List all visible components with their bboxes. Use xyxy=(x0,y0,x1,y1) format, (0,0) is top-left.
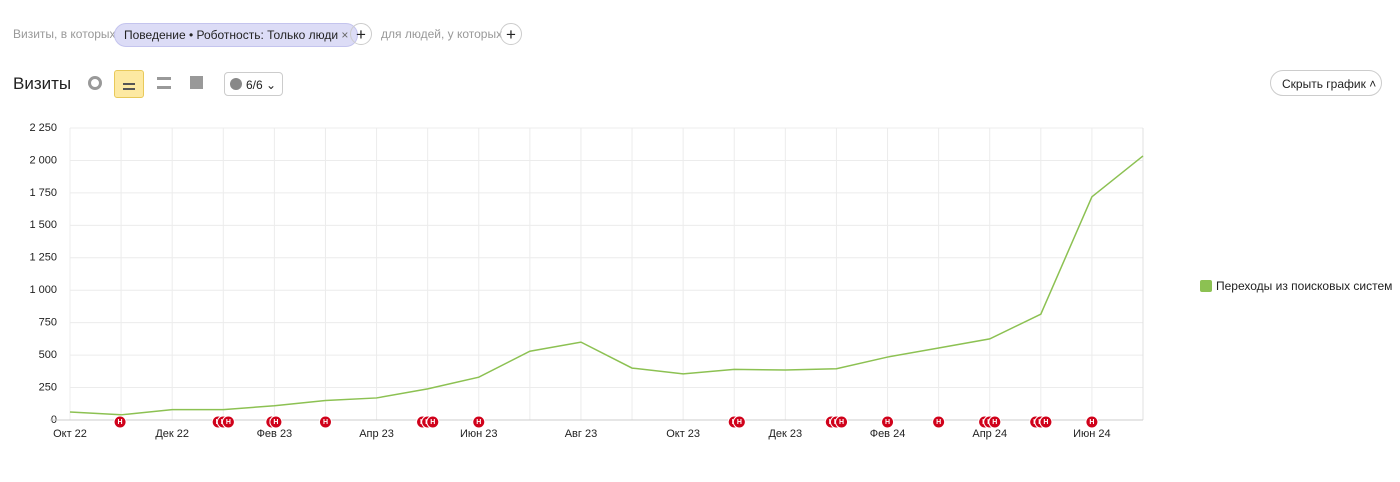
note-label: Н xyxy=(992,419,997,426)
x-tick-label: Фев 24 xyxy=(870,428,906,440)
y-tick-label: 2 000 xyxy=(29,154,57,166)
note-circle xyxy=(732,415,746,429)
x-tick-label: Авг 23 xyxy=(565,428,597,440)
notes-counter: 6/6 xyxy=(246,78,263,92)
note-marker[interactable]: Н xyxy=(881,415,895,429)
x-tick-label: Апр 24 xyxy=(972,428,1007,440)
series-line xyxy=(69,155,1144,416)
x-tick-label: Июн 24 xyxy=(1073,428,1111,440)
y-tick-label: 250 xyxy=(39,381,57,393)
note-marker[interactable]: Н xyxy=(1085,415,1099,429)
section-title: Визиты xyxy=(13,74,72,93)
note-marker[interactable]: Н xyxy=(269,415,283,429)
x-tick-label: Июн 23 xyxy=(460,428,498,440)
x-tick-label: Апр 23 xyxy=(359,428,394,440)
note-marker[interactable]: Н xyxy=(318,415,332,429)
note-circle xyxy=(113,415,127,429)
x-tick-label: Фев 23 xyxy=(257,428,293,440)
note-marker[interactable]: Н xyxy=(221,415,235,429)
note-label: Н xyxy=(226,419,231,426)
add-button[interactable]: + xyxy=(350,23,372,45)
note-label: Н xyxy=(839,419,844,426)
x-tick-label: Окт 22 xyxy=(53,428,87,440)
note-marker[interactable]: Н xyxy=(1039,415,1053,429)
y-tick-label: 1 000 xyxy=(29,284,57,296)
note-marker[interactable]: Н xyxy=(472,415,486,429)
note-marker[interactable]: Н xyxy=(835,415,849,429)
y-tick-label: 2 250 xyxy=(29,122,57,134)
note-label: Н xyxy=(118,419,123,426)
note-marker[interactable]: Н xyxy=(932,415,946,429)
note-label: Н xyxy=(1089,419,1094,426)
note-label: Н xyxy=(885,419,890,426)
legend-checkbox[interactable] xyxy=(1200,280,1212,292)
y-tick-label: 500 xyxy=(39,349,57,361)
chip-text: Поведение • Роботность: Только люди xyxy=(124,28,339,42)
y-tick-label: 750 xyxy=(39,317,57,329)
note-label: Н xyxy=(737,419,742,426)
notes-button[interactable]: 6/6 ⌄ xyxy=(224,72,283,96)
x-tick-label: Дек 23 xyxy=(768,428,802,440)
filter-prefix: Визиты, в которых xyxy=(13,27,116,41)
note-circle xyxy=(221,415,235,429)
hide-chart-text: Скрыть график xyxy=(1282,77,1366,91)
note-circle xyxy=(835,415,849,429)
note-circle xyxy=(988,415,1002,429)
pie-icon[interactable] xyxy=(88,76,102,90)
note-label: Н xyxy=(476,419,481,426)
note-marker[interactable]: Н xyxy=(732,415,746,429)
x-tick-label: Дек 22 xyxy=(155,428,189,440)
bar-icon[interactable] xyxy=(190,76,203,89)
note-circle xyxy=(269,415,283,429)
note-circle xyxy=(932,415,946,429)
note-label: Н xyxy=(1043,419,1048,426)
y-tick-label: 1 250 xyxy=(29,252,57,264)
note-label: Н xyxy=(936,419,941,426)
area-icon[interactable] xyxy=(157,77,171,89)
note-label: Н xyxy=(323,419,328,426)
hide-chart-button[interactable]: Скрыть график ˄ xyxy=(1270,70,1382,96)
x-tick-label: Окт 23 xyxy=(666,428,700,440)
filter-suffix: для людей, у которых xyxy=(381,27,503,41)
note-circle xyxy=(881,415,895,429)
note-circle xyxy=(426,415,440,429)
add-button[interactable]: + xyxy=(500,23,522,45)
line-icon[interactable] xyxy=(114,70,144,98)
note-circle xyxy=(1085,415,1099,429)
note-marker[interactable]: Н xyxy=(988,415,1002,429)
note-label: Н xyxy=(273,419,278,426)
note-marker[interactable]: Н xyxy=(113,415,127,429)
legend-item[interactable]: Переходы из поисковых систем xyxy=(1200,279,1392,293)
y-tick-label: 1 500 xyxy=(29,219,57,231)
y-tick-label: 1 750 xyxy=(29,187,57,199)
note-circle xyxy=(1039,415,1053,429)
note-circle xyxy=(472,415,486,429)
note-circle xyxy=(318,415,332,429)
note-marker[interactable]: Н xyxy=(426,415,440,429)
note-label: Н xyxy=(430,419,435,426)
legend-label: Переходы из поисковых систем xyxy=(1216,279,1393,293)
